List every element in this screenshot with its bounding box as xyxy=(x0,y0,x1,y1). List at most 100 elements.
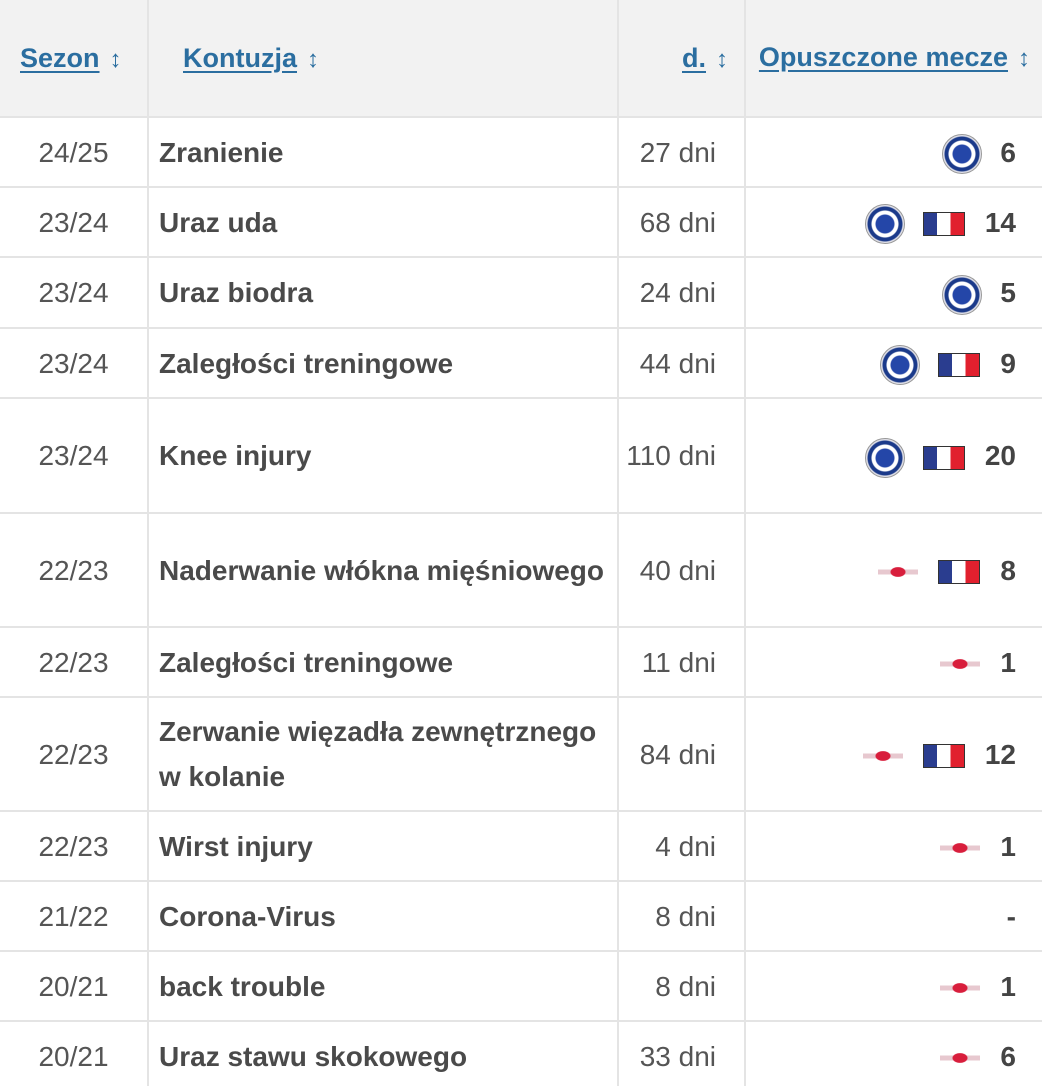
table-cell: Zerwanie więzadła zewnętrznego w kolanie xyxy=(147,696,619,812)
table-cell: 12 xyxy=(744,696,1042,812)
club-logo xyxy=(942,274,983,315)
missed-games: 1 xyxy=(1000,970,1016,1002)
table-row: 22/23 Naderwanie włókna mięśniowego 40 dni… xyxy=(0,512,1042,628)
header-cell: d. ↕ xyxy=(617,0,746,118)
table-row: 22/23 Wirst injury 4 dni 1 xyxy=(0,810,1042,882)
sort-icon[interactable]: ↕ xyxy=(1018,45,1030,72)
table-cell: 5 xyxy=(744,256,1042,329)
club-logo xyxy=(940,1045,981,1072)
club-logo xyxy=(940,975,981,1002)
sort-icon[interactable]: ↕ xyxy=(716,45,728,73)
table-row: 21/22 Corona-Virus 8 dni - xyxy=(0,880,1042,952)
table-cell: 22/23 xyxy=(0,626,149,698)
table-cell: Naderwanie włókna mięśniowego xyxy=(147,512,619,628)
table-cell: back trouble xyxy=(147,950,619,1022)
table-cell: 22/23 xyxy=(0,512,149,628)
table-row: 23/24 Knee injury 110 dni 20 xyxy=(0,397,1042,514)
sort-icon[interactable]: ↕ xyxy=(307,45,319,73)
club-logo xyxy=(864,204,905,245)
club-logo xyxy=(940,835,981,862)
table-row: 23/24 Zaległości treningowe 44 dni 9 xyxy=(0,327,1042,399)
table-cell: 8 dni xyxy=(617,880,746,952)
table-cell: 1 xyxy=(744,950,1042,1022)
sort-link[interactable]: Sezon xyxy=(20,42,100,73)
club-logo xyxy=(862,743,903,770)
table-cell: 23/24 xyxy=(0,397,149,514)
club-logo xyxy=(880,345,921,386)
sort-icon[interactable]: ↕ xyxy=(109,45,122,73)
table-cell: 23/24 xyxy=(0,327,149,399)
table-cell: Corona-Virus xyxy=(147,880,619,952)
table-cell: 11 dni xyxy=(617,626,746,698)
table-cell: 33 dni xyxy=(617,1020,746,1086)
table-cell: 8 xyxy=(744,512,1042,628)
table-row: 22/23 Zerwanie więzadła zewnętrznego w ko… xyxy=(0,696,1042,812)
table-cell: 1 xyxy=(744,810,1042,882)
table-cell: 84 dni xyxy=(617,696,746,812)
sort-link[interactable]: Opuszczone mecze xyxy=(758,42,1008,72)
header-cell: Sezon ↕ xyxy=(0,0,149,118)
table-cell: 20 xyxy=(744,397,1042,514)
missed-games: 6 xyxy=(1000,1040,1016,1072)
table-cell: 6 xyxy=(744,116,1042,188)
country-flag xyxy=(922,445,965,470)
table-cell: 6 xyxy=(744,1020,1042,1086)
table-body: 24/25 Zranienie 27 dni 6 23/24 Uraz uda 68 dni… xyxy=(0,116,1042,1086)
country-flag xyxy=(922,744,965,769)
table-cell: 9 xyxy=(744,327,1042,399)
table-cell: 68 dni xyxy=(617,186,746,258)
table-cell: 24 dni xyxy=(617,256,746,329)
country-flag xyxy=(938,560,981,585)
table-row: 22/23 Zaległości treningowe 11 dni 1 xyxy=(0,626,1042,698)
table-cell: 20/21 xyxy=(0,1020,149,1086)
table-cell: Wirst injury xyxy=(147,810,619,882)
header-row: Sezon ↕ Kontuzja ↕ d. ↕ Opuszczone mecze ↕ xyxy=(0,0,1042,118)
table-cell: 27 dni xyxy=(617,116,746,188)
table-cell: Uraz biodra xyxy=(147,256,619,329)
table-cell: 22/23 xyxy=(0,696,149,812)
country-flag xyxy=(922,212,965,237)
table-cell: 24/25 xyxy=(0,116,149,188)
table-cell: 44 dni xyxy=(617,327,746,399)
table-cell: 40 dni xyxy=(617,512,746,628)
table-cell: 22/23 xyxy=(0,810,149,882)
missed-games: 8 xyxy=(1000,554,1016,586)
sort-link[interactable]: Kontuzja xyxy=(183,42,297,73)
club-logo xyxy=(942,134,983,175)
table-cell: 21/22 xyxy=(0,880,149,952)
table-cell: Zaległości treningowe xyxy=(147,327,619,399)
table-row: 20/21 Uraz stawu skokowego 33 dni 6 xyxy=(0,1020,1042,1086)
club-logo xyxy=(878,559,919,586)
table-cell: 110 dni xyxy=(617,397,746,514)
table-cell: 1 xyxy=(744,626,1042,698)
table-cell: 23/24 xyxy=(0,186,149,258)
table-row: 23/24 Uraz biodra 24 dni 5 xyxy=(0,256,1042,329)
table-cell: Zaległości treningowe xyxy=(147,626,619,698)
missed-games: 20 xyxy=(984,440,1016,471)
table-cell: 23/24 xyxy=(0,256,149,329)
country-flag xyxy=(938,353,981,378)
header-cell: Kontuzja ↕ xyxy=(147,0,619,118)
table-cell: - xyxy=(744,880,1042,952)
club-logo xyxy=(940,651,981,678)
missed-games: 1 xyxy=(1000,646,1016,678)
missed-games: 9 xyxy=(1000,347,1016,379)
missed-games: 12 xyxy=(984,738,1016,770)
table-cell: Knee injury xyxy=(147,397,619,514)
missed-games: 6 xyxy=(1000,136,1016,168)
table-cell: Uraz uda xyxy=(147,186,619,258)
table-cell: 14 xyxy=(744,186,1042,258)
missed-games: - xyxy=(1006,900,1016,932)
table-row: 20/21 back trouble 8 dni 1 xyxy=(0,950,1042,1022)
header-cell: Opuszczone mecze ↕ xyxy=(744,0,1042,118)
table-cell: 4 dni xyxy=(617,810,746,882)
table-cell: 8 dni xyxy=(617,950,746,1022)
table-row: 24/25 Zranienie 27 dni 6 xyxy=(0,116,1042,188)
table-row: 23/24 Uraz uda 68 dni 14 xyxy=(0,186,1042,258)
sort-link[interactable]: d. xyxy=(682,42,706,73)
club-logo xyxy=(864,437,905,478)
missed-games: 1 xyxy=(1000,830,1016,862)
